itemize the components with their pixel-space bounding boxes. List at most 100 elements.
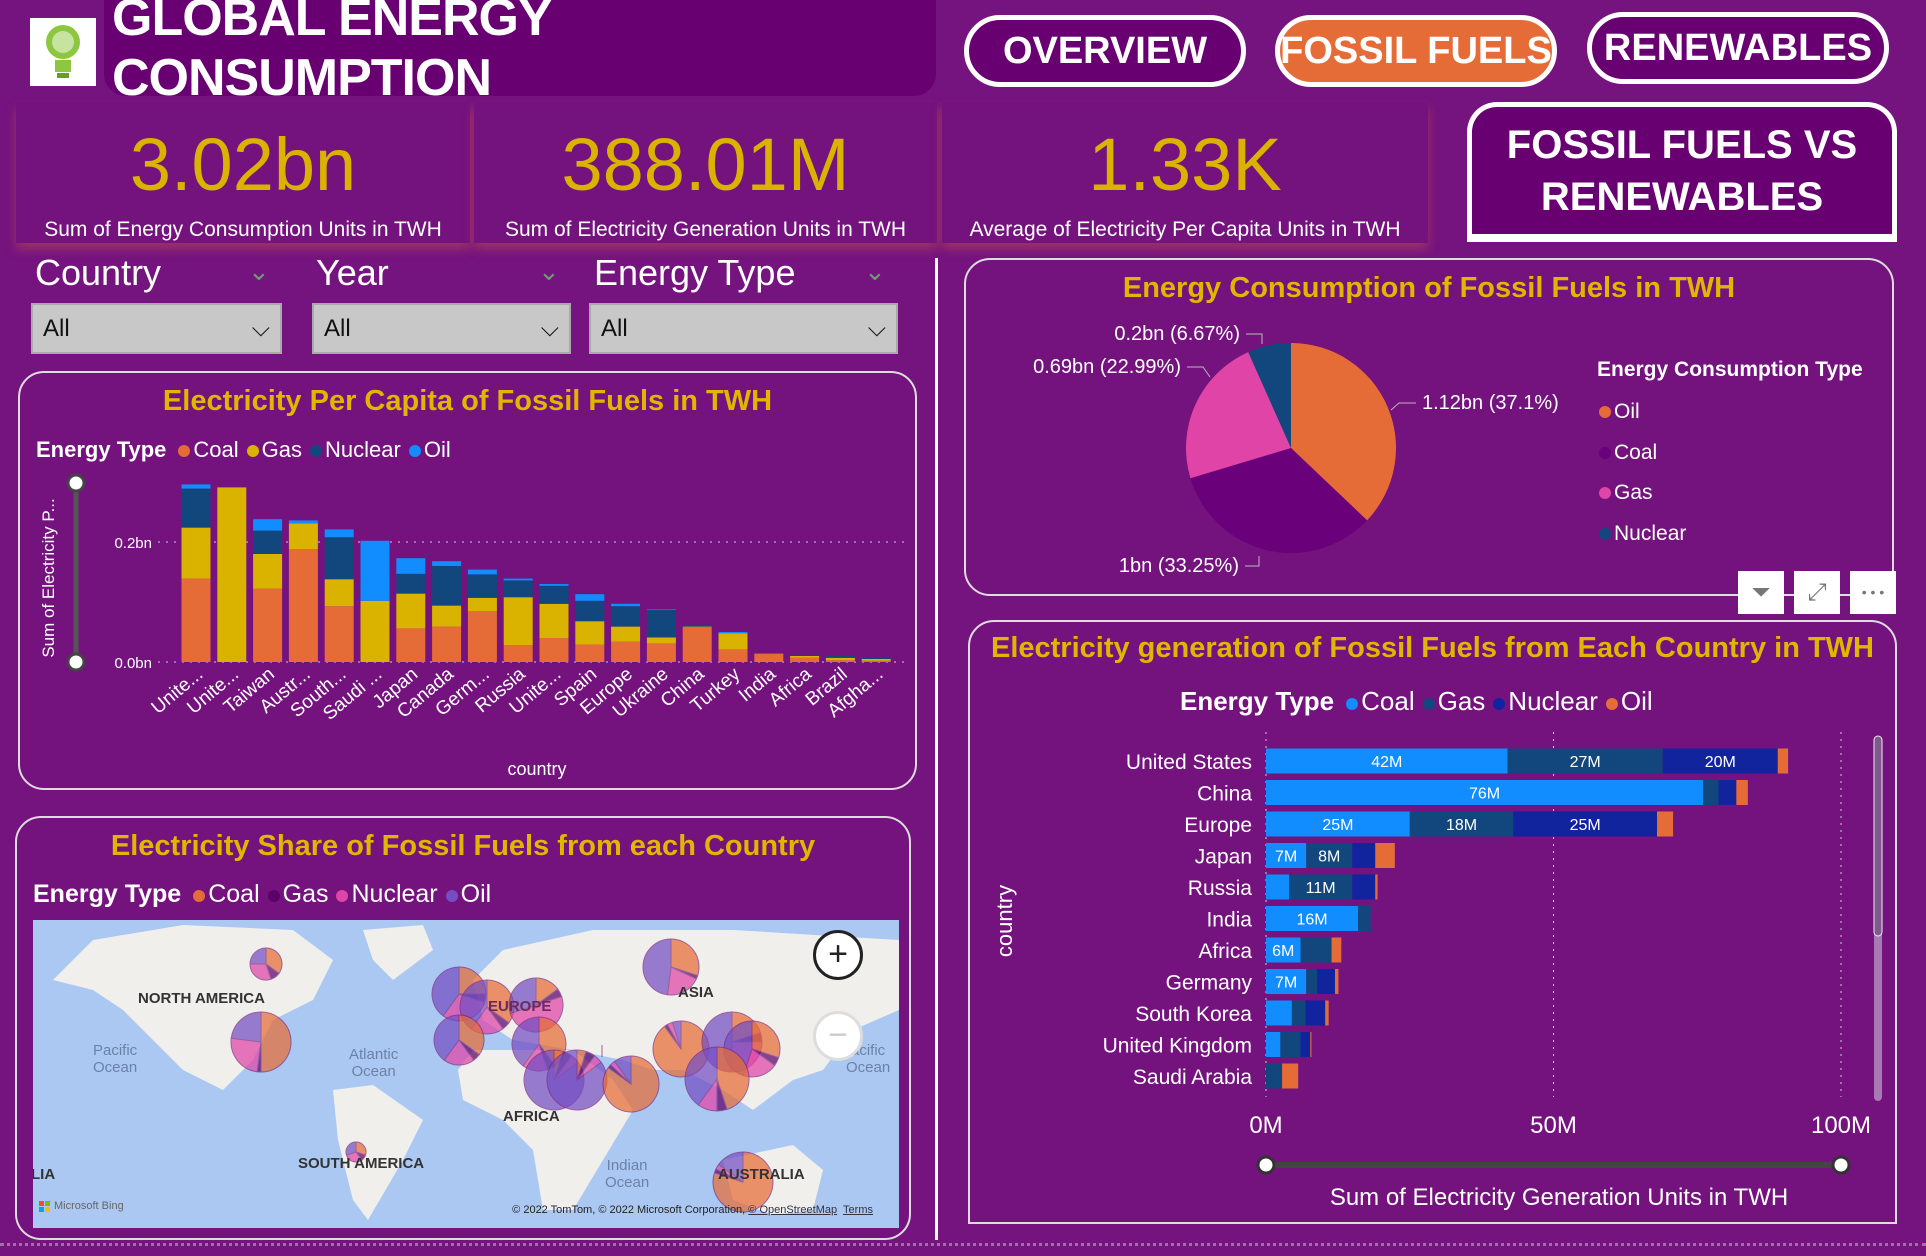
bar-segment-gas[interactable] [1306,843,1353,868]
bar-segment-gas[interactable] [790,656,820,658]
terms-link[interactable]: Terms [843,1204,873,1216]
bar-segment-oil[interactable] [1282,1063,1299,1089]
bar-segment-coal[interactable] [575,644,605,662]
bar-segment-coal[interactable] [1266,748,1508,774]
bar-segment-gas[interactable] [503,597,533,646]
scrollbar-thumb[interactable] [1873,735,1883,937]
bar-segment-coal[interactable] [432,626,462,662]
bar-segment-gas[interactable] [825,657,855,661]
bar-segment-nuclear[interactable] [825,656,855,658]
zoom-out-button[interactable]: − [813,1011,863,1061]
bar-segment-coal[interactable] [611,641,641,662]
map-pie-bubble[interactable] [249,947,283,981]
bar-segment-coal[interactable] [1266,1000,1292,1026]
pie-slice-nuclear[interactable] [1248,343,1291,448]
slider-handle-bottom[interactable] [66,652,86,672]
bar-segment-gas[interactable] [539,603,569,638]
renewables-nav-button[interactable]: RENEWABLES [1587,12,1889,84]
bar-segment-oil[interactable] [1657,811,1674,837]
openstreetmap-link[interactable]: © OpenStreetMap [748,1204,838,1216]
bar-segment-oil[interactable] [1331,937,1342,963]
slider-handle-left[interactable] [1256,1155,1276,1175]
bar-segment-nuclear[interactable] [503,580,533,598]
pie-slice-oil[interactable] [1291,343,1396,521]
bar-segment-gas[interactable] [360,600,390,662]
country-dropdown[interactable]: All ⌵ [31,303,282,354]
electricity-per-capita-chart[interactable]: Electricity Per Capita of Fossil Fuels i… [18,371,917,790]
map-pie-bubble[interactable] [546,1049,608,1111]
bar-segment-gas[interactable] [396,593,426,629]
legend-item-gas[interactable]: Gas [267,880,328,909]
bar-segment-oil[interactable] [718,632,748,634]
bar-segment-coal[interactable] [253,588,283,662]
map-pie-bubble[interactable] [684,1046,750,1112]
bar-segment-nuclear[interactable] [1513,811,1657,837]
bar-segment-coal[interactable] [396,628,426,662]
legend-item-oil[interactable]: Oil [1605,686,1653,717]
bar-segment-nuclear[interactable] [396,573,426,594]
chevron-down-icon[interactable]: ⌄ [864,256,886,286]
bar-segment-gas[interactable] [1306,969,1318,994]
bar-segment-nuclear[interactable] [682,624,712,627]
legend-item-nuclear[interactable]: Nuclear [1493,686,1598,717]
bar-segment-nuclear[interactable] [467,574,497,598]
year-dropdown[interactable]: All ⌵ [312,303,571,354]
map-pie-bubble[interactable] [712,1151,774,1213]
legend-item-gas[interactable]: Gas [1422,686,1485,717]
zoom-in-button[interactable]: + [813,930,863,980]
bar-segment-gas[interactable] [181,527,211,579]
bar-segment-coal[interactable] [825,660,855,662]
bar-segment-oil[interactable] [1310,1032,1312,1057]
bar-segment-nuclear[interactable] [1305,1000,1326,1026]
bar-segment-gas[interactable] [1507,748,1663,774]
energy-type-dropdown[interactable]: All ⌵ [589,303,898,354]
bar-segment-gas[interactable] [718,633,748,650]
map-pie-bubble[interactable] [602,1055,660,1113]
legend-item-coal[interactable]: Coal [193,880,260,909]
bar-segment-coal[interactable] [646,643,676,662]
legend-item-oil[interactable]: Oil [408,437,451,463]
bar-segment-coal[interactable] [181,578,211,662]
bar-segment-coal[interactable] [1266,843,1307,868]
bar-segment-oil[interactable] [1736,780,1748,805]
bar-segment-coal[interactable] [718,649,748,662]
bar-segment-coal[interactable] [288,549,318,662]
filter-icon[interactable]: ⏷ [1738,571,1784,614]
bar-segment-nuclear[interactable] [1352,874,1376,900]
chevron-down-icon[interactable]: ⌄ [248,256,270,286]
bar-segment-gas[interactable] [861,659,891,661]
legend-item-oil[interactable]: Oil [445,880,491,909]
legend-item-coal[interactable]: Coal [1346,686,1415,717]
bar-segment-oil[interactable] [575,594,605,601]
bar-segment-nuclear[interactable] [1317,969,1335,994]
bar-segment-gas[interactable] [288,523,318,550]
bar-segment-nuclear[interactable] [646,609,676,638]
pie-slice-gas[interactable] [1186,352,1291,479]
bar-segment-oil[interactable] [396,558,426,574]
bar-segment-nuclear[interactable] [1662,748,1778,774]
bar-segment-oil[interactable] [1335,969,1339,994]
bar-segment-coal[interactable] [682,627,712,662]
bar-segment-nuclear[interactable] [253,530,283,554]
bar-segment-coal[interactable] [467,611,497,662]
legend-item-nuclear[interactable]: Nuclear [1599,514,1686,555]
bar-segment-nuclear[interactable] [181,488,211,528]
bar-segment-gas[interactable] [324,579,354,607]
bar-segment-coal[interactable] [1266,937,1301,963]
bar-segment-nuclear[interactable] [432,566,462,606]
bar-segment-oil[interactable] [1777,748,1789,774]
bar-segment-gas[interactable] [1266,1063,1283,1089]
fossil-vs-renewables-button[interactable]: FOSSIL FUELS VS RENEWABLES [1467,102,1897,242]
bar-segment-coal[interactable] [1266,780,1703,805]
legend-item-nuclear[interactable]: Nuclear [310,437,401,463]
world-map[interactable]: NORTH AMERICA EUROPE ASIA AFRICA SOUTH A… [33,920,899,1228]
bar-segment-oil[interactable] [611,603,641,607]
bar-segment-nuclear[interactable] [611,606,641,627]
bar-segment-coal[interactable] [503,645,533,662]
bar-segment-oil[interactable] [253,519,283,531]
bar-segment-coal[interactable] [790,657,820,662]
bar-segment-coal[interactable] [324,606,354,662]
bar-segment-coal[interactable] [754,653,784,662]
bar-segment-nuclear[interactable] [861,657,891,659]
bar-segment-oil[interactable] [503,578,533,581]
